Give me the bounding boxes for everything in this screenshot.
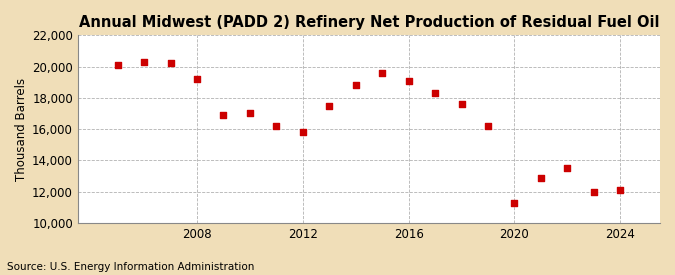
Point (430, 91, 441, 95)
Point (535, 175, 546, 180)
Point (218, 113, 229, 117)
Point (271, 124, 281, 128)
Point (509, 200, 520, 205)
Point (138, 60, 149, 64)
Point (562, 166, 573, 170)
Point (483, 124, 493, 128)
Point (589, 189, 599, 194)
Point (165, 61, 176, 66)
Point (244, 111, 255, 116)
Point (324, 103, 335, 108)
Point (456, 102, 467, 106)
Point (403, 78, 414, 83)
Y-axis label: Thousand Barrels: Thousand Barrels (15, 78, 28, 181)
Point (350, 83, 361, 87)
Title: Annual Midwest (PADD 2) Refinery Net Production of Residual Fuel Oil: Annual Midwest (PADD 2) Refinery Net Pro… (79, 15, 659, 30)
Text: Source: U.S. Energy Information Administration: Source: U.S. Energy Information Administ… (7, 262, 254, 272)
Point (298, 130, 308, 134)
Point (112, 63, 123, 67)
Point (377, 71, 387, 75)
Point (615, 188, 626, 192)
Point (192, 77, 202, 81)
